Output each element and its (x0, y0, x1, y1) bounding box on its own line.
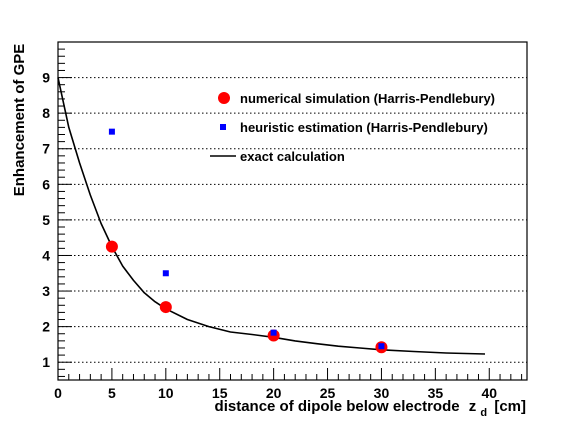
plot-frame (57, 41, 528, 381)
heuristic-estimation-point (270, 329, 277, 336)
legend-marker-circle (218, 92, 230, 104)
axis-ticks (57, 48, 523, 380)
y-tick-label: 3 (42, 283, 50, 299)
y-tick-label: 6 (42, 176, 50, 192)
x-tick-label: 5 (108, 385, 116, 401)
heuristic-estimation-point (162, 270, 169, 277)
x-tick-label: 40 (481, 385, 497, 401)
y-tick-label: 1 (42, 354, 50, 370)
numerical-simulation-point (105, 240, 118, 253)
marker-series (105, 128, 388, 354)
x-tick-label: 0 (54, 385, 62, 401)
legend-label-numerical: numerical simulation (Harris-Pendlebury) (240, 91, 495, 106)
x-tick-label: 20 (266, 385, 282, 401)
x-axis-title: distance of dipole below electrode z d [… (215, 398, 526, 420)
exact-calculation-line (57, 77, 486, 355)
x-tick-label: 25 (320, 385, 336, 401)
legend-label-heuristic: heuristic estimation (Harris-Pendlebury) (240, 120, 488, 135)
x-axis-title-unit: [cm] (494, 398, 526, 415)
tick-labels: 1 2 3 4 5 6 7 8 9 0 5 10 15 20 25 30 35 40 (42, 70, 497, 401)
y-tick-label: 5 (42, 212, 50, 228)
y-tick-label: 7 (42, 141, 50, 157)
heuristic-estimation-point (378, 343, 385, 350)
x-tick-label: 35 (428, 385, 444, 401)
heuristic-estimation-point (108, 128, 115, 135)
y-tick-label: 4 (42, 247, 50, 263)
x-tick-label: 15 (212, 385, 228, 401)
legend-label-exact: exact calculation (240, 149, 345, 164)
x-axis-title-text: distance of dipole below electrode (215, 398, 460, 415)
numerical-simulation-point (159, 301, 172, 314)
x-tick-label: 10 (158, 385, 174, 401)
x-tick-label: 30 (374, 385, 390, 401)
legend-marker-square (220, 124, 226, 130)
y-tick-label: 9 (42, 70, 50, 86)
legend: numerical simulation (Harris-Pendlebury)… (210, 91, 495, 164)
x-axis-title-symbol: z (469, 398, 477, 415)
y-tick-label: 2 (42, 319, 50, 335)
exact-calculation-series (57, 77, 486, 355)
y-axis-title: Enhancement of GPE (11, 44, 28, 197)
x-axis-title-subscript: d (480, 407, 487, 419)
y-tick-label: 8 (42, 105, 50, 121)
